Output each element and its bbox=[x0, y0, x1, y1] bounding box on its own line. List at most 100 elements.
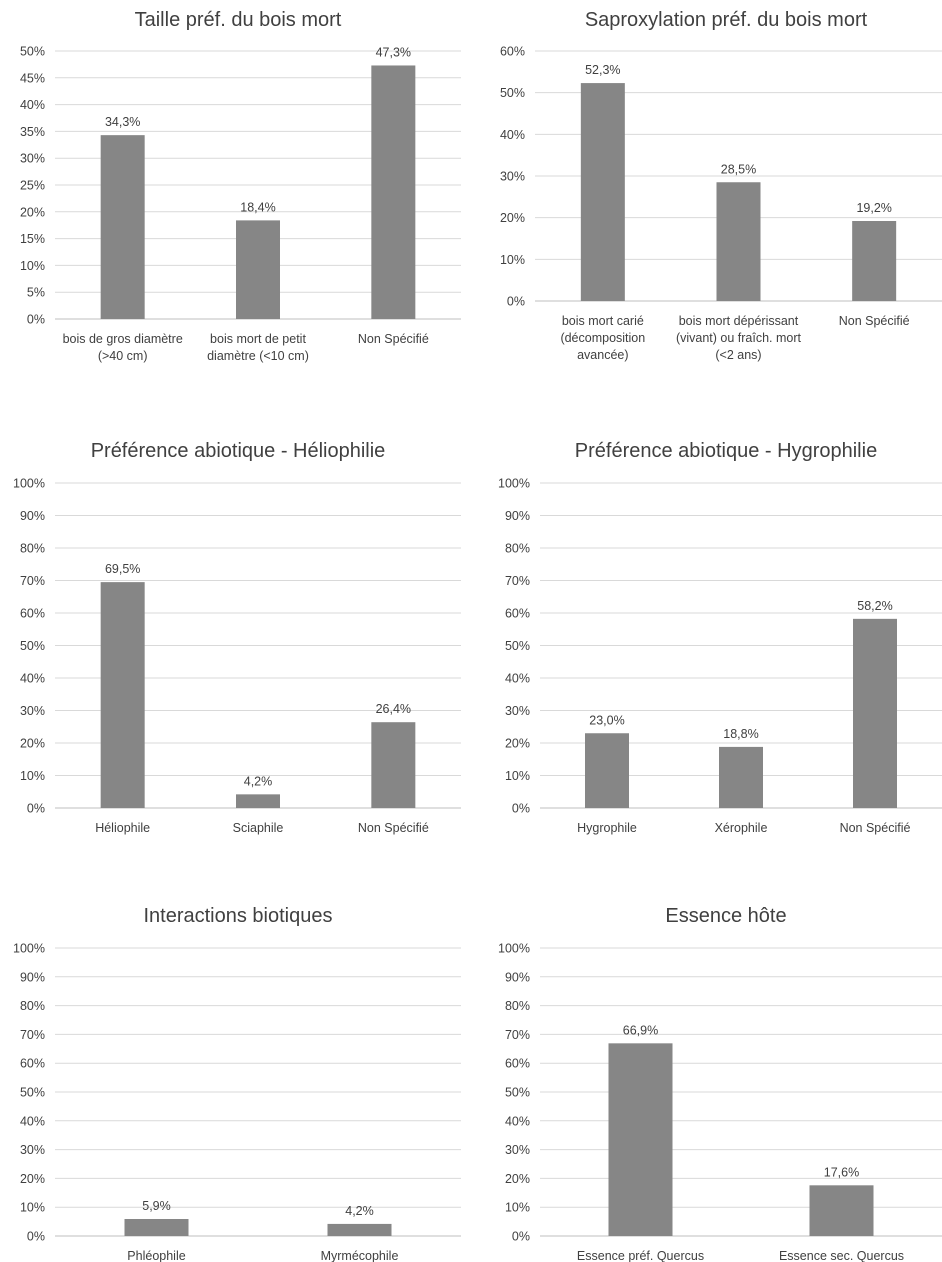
bar bbox=[124, 1219, 189, 1236]
y-tick-label: 20% bbox=[20, 1172, 45, 1186]
category-label: Essence préf. Quercus bbox=[577, 1249, 704, 1262]
bar bbox=[580, 83, 625, 301]
chart-saproxylation: Saproxylation préf. du bois mort 0% 10% 20%… bbox=[471, 0, 942, 400]
y-tick-label: 90% bbox=[20, 509, 45, 523]
category-label: Hygrophile bbox=[577, 821, 637, 835]
y-tick-label: 40% bbox=[20, 98, 45, 112]
chart-title: Préférence abiotique - Hygrophilie bbox=[575, 440, 877, 462]
chart-taille-bois-mort: Taille préf. du bois mort 0% 5% 10% 15% 20% 25… bbox=[0, 0, 471, 400]
category-label: Xérophile bbox=[715, 821, 768, 835]
y-tick-label: 20% bbox=[500, 211, 525, 225]
category-label: Non Spécifié bbox=[358, 332, 429, 346]
y-tick-label: 20% bbox=[20, 205, 45, 219]
y-tick-label: 40% bbox=[20, 1114, 45, 1128]
y-tick-label: 20% bbox=[505, 1172, 530, 1186]
y-tick-label: 40% bbox=[500, 128, 525, 142]
y-tick-label: 10% bbox=[500, 253, 525, 267]
y-tick-label: 70% bbox=[20, 1028, 45, 1042]
y-tick-label: 30% bbox=[500, 170, 525, 184]
y-tick-label: 40% bbox=[505, 672, 530, 686]
data-label: 69,5% bbox=[105, 562, 140, 576]
data-label: 52,3% bbox=[585, 63, 620, 77]
bar bbox=[853, 618, 897, 808]
y-tick-label: 10% bbox=[505, 769, 530, 783]
y-tick-label: 5% bbox=[27, 286, 45, 300]
y-tick-label: 100% bbox=[498, 477, 530, 491]
data-label: 28,5% bbox=[721, 162, 756, 176]
data-label: 5,9% bbox=[142, 1199, 171, 1213]
bar bbox=[100, 582, 145, 808]
data-label: 19,2% bbox=[856, 201, 891, 215]
category-label: Non Spécifié bbox=[358, 821, 429, 835]
chart-title: Taille préf. du bois mort bbox=[135, 9, 342, 31]
data-label: 58,2% bbox=[857, 599, 892, 613]
chart-svg: Préférence abiotique - Héliophilie 0% 10% 2… bbox=[13, 440, 461, 835]
y-tick-label: 80% bbox=[20, 542, 45, 556]
y-tick-label: 80% bbox=[505, 542, 530, 556]
y-tick-label: 0% bbox=[27, 1230, 45, 1244]
y-tick-label: 10% bbox=[505, 1201, 530, 1215]
y-tick-label: 30% bbox=[505, 704, 530, 718]
y-tick-label: 60% bbox=[505, 1057, 530, 1071]
y-tick-label: 35% bbox=[20, 125, 45, 139]
y-tick-label: 60% bbox=[20, 1057, 45, 1071]
bar bbox=[100, 135, 145, 319]
data-label: 66,9% bbox=[623, 1023, 658, 1037]
data-label: 26,4% bbox=[376, 702, 411, 716]
y-tick-label: 30% bbox=[20, 1143, 45, 1157]
y-tick-label: 100% bbox=[13, 477, 45, 491]
y-tick-label: 60% bbox=[505, 607, 530, 621]
bar bbox=[608, 1043, 673, 1236]
y-tick-label: 40% bbox=[505, 1114, 530, 1128]
y-tick-label: 90% bbox=[505, 509, 530, 523]
y-tick-label: 30% bbox=[20, 152, 45, 166]
chart-essence-hote: Essence hôte 0% 10% 20% 30% 40% 50% 60% 70% 80% 90… bbox=[471, 895, 942, 1262]
data-label: 17,6% bbox=[824, 1165, 859, 1179]
chart-hygrophilie: Préférence abiotique - Hygrophilie 0% 10% 2… bbox=[471, 430, 942, 850]
y-tick-label: 70% bbox=[505, 574, 530, 588]
y-tick-label: 10% bbox=[20, 769, 45, 783]
y-tick-label: 90% bbox=[505, 970, 530, 984]
y-tick-label: 100% bbox=[498, 942, 530, 956]
y-tick-label: 30% bbox=[505, 1143, 530, 1157]
y-tick-label: 90% bbox=[20, 970, 45, 984]
bar bbox=[371, 65, 416, 319]
category-label: Non Spécifié bbox=[839, 314, 910, 328]
data-label: 23,0% bbox=[589, 713, 624, 727]
y-tick-label: 0% bbox=[27, 313, 45, 327]
data-label: 18,8% bbox=[723, 727, 758, 741]
category-label: bois de gros diamètre (>40 cm) bbox=[63, 332, 183, 363]
chart-svg: Taille préf. du bois mort 0% 5% 10% 15% 20% 25… bbox=[20, 9, 461, 363]
y-tick-label: 50% bbox=[20, 1086, 45, 1100]
bar bbox=[809, 1185, 874, 1236]
y-tick-label: 0% bbox=[507, 295, 525, 309]
category-label: bois mort carié (décomposition avancée) bbox=[560, 314, 645, 362]
y-tick-label: 50% bbox=[500, 86, 525, 100]
chart-svg: Préférence abiotique - Hygrophilie 0% 10% 2… bbox=[498, 440, 942, 835]
y-tick-label: 15% bbox=[20, 232, 45, 246]
y-tick-label: 80% bbox=[20, 999, 45, 1013]
chart-svg: Saproxylation préf. du bois mort 0% 10% 20%… bbox=[500, 9, 942, 362]
y-tick-label: 70% bbox=[505, 1028, 530, 1042]
chart-title: Préférence abiotique - Héliophilie bbox=[91, 440, 386, 462]
y-tick-label: 45% bbox=[20, 71, 45, 85]
y-tick-label: 50% bbox=[20, 639, 45, 653]
category-label: Myrmécophile bbox=[321, 1249, 399, 1262]
bar bbox=[371, 722, 416, 808]
data-label: 18,4% bbox=[240, 200, 275, 214]
y-tick-label: 50% bbox=[505, 1086, 530, 1100]
category-label: bois mort dépérissant (vivant) ou fraîch.… bbox=[676, 314, 802, 362]
y-tick-label: 0% bbox=[512, 802, 530, 816]
data-label: 47,3% bbox=[376, 45, 411, 59]
chart-svg: Essence hôte 0% 10% 20% 30% 40% 50% 60% 70% 80% 90… bbox=[498, 905, 942, 1262]
bar bbox=[327, 1223, 392, 1236]
bar bbox=[719, 746, 763, 808]
y-tick-label: 30% bbox=[20, 704, 45, 718]
y-tick-label: 10% bbox=[20, 1201, 45, 1215]
y-tick-label: 60% bbox=[20, 607, 45, 621]
y-tick-label: 40% bbox=[20, 672, 45, 686]
y-tick-label: 50% bbox=[20, 45, 45, 59]
y-tick-label: 25% bbox=[20, 179, 45, 193]
data-label: 4,2% bbox=[244, 774, 273, 788]
chart-interactions-biotiques: Interactions biotiques 0% 10% 20% 30% 40% 50% 6… bbox=[0, 895, 471, 1262]
